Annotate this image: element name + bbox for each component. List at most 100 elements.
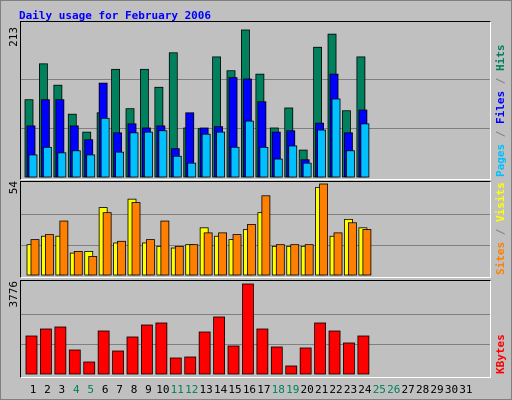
x-tick-label: 31 — [459, 383, 472, 396]
bar — [73, 251, 83, 276]
bar — [314, 322, 327, 375]
x-tick-label: 16 — [243, 383, 256, 396]
bar — [227, 345, 240, 375]
bar — [343, 342, 355, 375]
bar — [288, 145, 298, 178]
x-tick-label: 28 — [416, 383, 429, 396]
legend: KBytes — [494, 334, 507, 374]
panel-shadow — [20, 280, 491, 378]
x-tick-label: 19 — [286, 383, 299, 396]
x-tick-label: 10 — [156, 383, 169, 396]
bar — [57, 152, 67, 178]
bar — [242, 283, 254, 375]
bar — [270, 346, 283, 375]
bar — [273, 158, 283, 178]
bar — [302, 162, 312, 178]
legend-entry: Hits — [494, 45, 507, 72]
bar — [261, 195, 271, 276]
bar — [68, 349, 81, 375]
bar — [43, 146, 52, 178]
bar — [100, 117, 110, 178]
bar — [201, 133, 211, 178]
x-tick-label: 17 — [257, 383, 270, 396]
legend-entry: Sites — [494, 242, 507, 275]
bar — [97, 330, 110, 375]
bar — [71, 150, 81, 178]
bar — [203, 232, 213, 276]
bar — [346, 150, 355, 178]
x-tick-label: 11 — [171, 383, 184, 396]
bar — [304, 244, 314, 276]
bar — [141, 324, 153, 375]
bar — [25, 335, 38, 375]
legend-separator: / — [494, 124, 507, 144]
bar — [230, 146, 240, 178]
x-tick-label: 1 — [30, 383, 37, 396]
bar — [30, 239, 40, 276]
bar — [290, 244, 300, 276]
bar — [172, 155, 182, 178]
legend-entry: KBytes — [494, 334, 507, 374]
bar — [328, 330, 341, 375]
bar — [247, 224, 256, 276]
bar — [174, 245, 184, 276]
bar — [28, 154, 38, 178]
bar — [360, 123, 370, 178]
bar — [299, 347, 312, 375]
x-tick-label: 29 — [430, 383, 443, 396]
x-tick-label: 9 — [145, 383, 152, 396]
bar — [218, 232, 227, 276]
bar — [86, 154, 96, 178]
bar — [317, 129, 327, 178]
x-tick-label: 14 — [214, 383, 228, 396]
panel-shadow — [20, 181, 491, 278]
bar — [256, 328, 269, 375]
legend-entry: Visits — [494, 182, 507, 222]
x-tick-label: 2 — [44, 383, 51, 396]
x-tick-label: 27 — [402, 383, 415, 396]
bar — [115, 151, 124, 178]
x-tick-label: 23 — [344, 383, 357, 396]
bar — [131, 202, 141, 276]
bar — [88, 256, 98, 276]
x-tick-label: 21 — [315, 383, 328, 396]
x-tick-label: 24 — [358, 383, 372, 396]
bar — [275, 244, 285, 276]
bar — [213, 316, 225, 375]
x-tick-label: 3 — [59, 383, 66, 396]
bar — [216, 131, 225, 178]
y-tick-label: 213 — [7, 27, 20, 47]
bar — [54, 326, 67, 375]
bar — [245, 120, 254, 178]
bar — [259, 146, 269, 178]
legend: Sites / Visits — [494, 182, 507, 275]
legend-separator: / — [494, 71, 507, 91]
bar — [160, 220, 170, 276]
x-tick-label: 25 — [373, 383, 386, 396]
bar — [331, 98, 341, 178]
panel-shadow — [20, 21, 491, 180]
bar — [83, 361, 96, 375]
bar — [129, 132, 139, 178]
y-tick-label: 3776 — [7, 281, 20, 308]
bar — [232, 234, 242, 276]
bar — [146, 239, 155, 276]
bar — [184, 356, 197, 375]
bar — [169, 357, 182, 375]
bar — [126, 336, 139, 375]
bar — [285, 365, 298, 375]
bar — [158, 130, 168, 178]
x-tick-label: 15 — [228, 383, 241, 396]
x-tick-label: 4 — [73, 383, 80, 396]
bar — [198, 331, 211, 375]
bar — [362, 229, 372, 276]
bar — [59, 220, 69, 276]
bar — [112, 350, 124, 375]
bar — [155, 322, 168, 375]
bar — [144, 131, 153, 178]
bar — [189, 244, 199, 276]
x-tick-label: 26 — [387, 383, 400, 396]
bar — [348, 222, 357, 276]
bar — [45, 234, 54, 276]
